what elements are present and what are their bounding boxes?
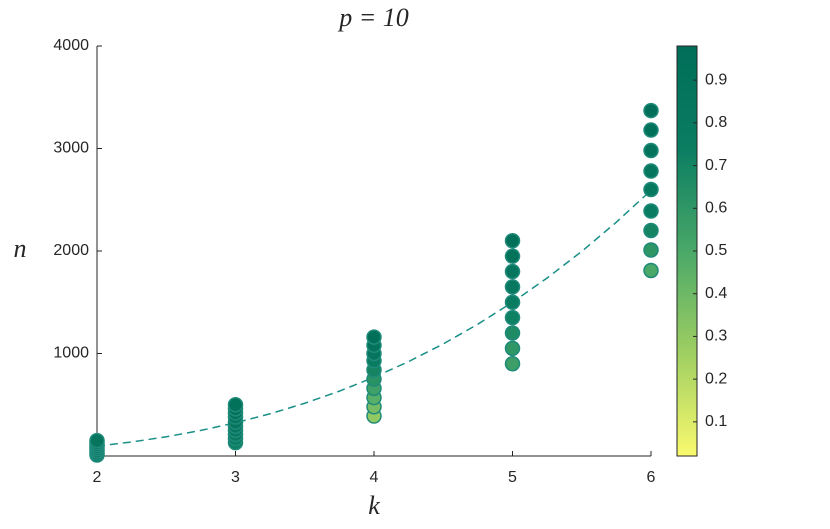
point (643, 102, 659, 119)
x-tick-label: 4 (370, 469, 379, 486)
point (504, 309, 521, 326)
colorbar-tick-label: 0.4 (705, 285, 727, 302)
point (227, 397, 244, 413)
y-tick-label: 2000 (53, 242, 89, 259)
point (504, 294, 521, 310)
colorbar-tick-label: 0.9 (705, 71, 727, 88)
point (643, 163, 659, 179)
point (504, 356, 521, 372)
point (366, 329, 382, 345)
point (643, 181, 659, 198)
point (504, 263, 521, 280)
y-axis-label: n (14, 234, 27, 263)
point (643, 142, 659, 159)
y-tick-label: 1000 (53, 345, 89, 362)
x-tick-label: 5 (508, 469, 517, 486)
point (504, 325, 521, 341)
y-tick-label: 3000 (53, 140, 89, 157)
y-tick-label: 4000 (53, 37, 89, 54)
point (504, 340, 521, 357)
point (643, 262, 659, 279)
x-tick-label: 6 (647, 469, 656, 486)
x-axis-label: k (368, 491, 380, 520)
colorbar-tick-label: 0.1 (705, 413, 727, 430)
colorbar-tick-label: 0.6 (705, 200, 727, 217)
x-tick-label: 3 (231, 469, 240, 486)
point (643, 122, 659, 138)
point (643, 203, 659, 219)
point (643, 242, 659, 258)
point (504, 248, 521, 264)
x-tick-label: 2 (93, 469, 102, 486)
colorbar-tick-label: 0.5 (705, 242, 727, 259)
colorbar-tick-label: 0.7 (705, 157, 727, 174)
point (504, 233, 521, 249)
colorbar-tick-label: 0.3 (705, 328, 727, 345)
point (504, 279, 521, 295)
colorbar-tick-label: 0.8 (705, 114, 727, 131)
point (643, 222, 659, 239)
colorbar-tick-label: 0.2 (705, 370, 727, 387)
chart-title: p = 10 (337, 3, 409, 32)
point (89, 432, 105, 449)
